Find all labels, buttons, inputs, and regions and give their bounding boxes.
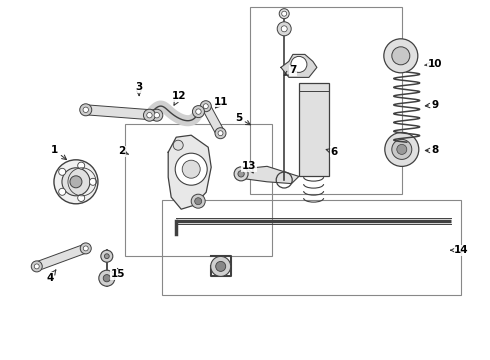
Text: 2: 2 [118,146,128,156]
Circle shape [173,140,183,150]
Text: 8: 8 [425,145,439,156]
Circle shape [54,160,98,204]
Circle shape [216,261,226,271]
Circle shape [182,160,200,178]
Circle shape [234,167,248,181]
Circle shape [101,250,113,262]
Text: 5: 5 [235,113,250,125]
Polygon shape [85,105,157,120]
Circle shape [90,178,97,185]
Circle shape [99,270,115,286]
Bar [250,7,402,194]
Circle shape [83,107,89,112]
Circle shape [151,109,163,121]
Bar [162,200,461,295]
Circle shape [34,264,39,269]
Circle shape [195,198,202,205]
Circle shape [215,128,226,139]
Circle shape [80,243,91,254]
Text: 6: 6 [326,147,338,157]
Circle shape [218,131,223,136]
Circle shape [104,254,109,258]
Circle shape [70,176,82,188]
Circle shape [193,105,204,118]
Bar [125,124,272,256]
Circle shape [154,113,160,118]
Circle shape [103,275,110,282]
Polygon shape [202,104,224,135]
Text: 14: 14 [451,245,469,255]
Circle shape [147,113,152,118]
Circle shape [78,162,85,169]
Circle shape [144,109,155,121]
Circle shape [282,11,287,16]
Text: 7: 7 [284,65,297,75]
Polygon shape [281,54,317,77]
Circle shape [175,153,207,185]
Polygon shape [168,135,211,209]
Text: 9: 9 [425,100,439,110]
Circle shape [200,101,211,112]
Polygon shape [240,166,299,184]
Circle shape [203,104,208,109]
Circle shape [62,168,90,196]
Circle shape [238,171,244,177]
Circle shape [397,144,407,154]
Text: 3: 3 [135,82,142,96]
Circle shape [59,168,66,175]
Text: 4: 4 [46,270,56,283]
Circle shape [31,261,42,272]
Circle shape [392,139,412,159]
Circle shape [279,9,289,19]
Text: 10: 10 [424,59,442,69]
Bar [298,83,329,176]
Text: 13: 13 [242,161,256,173]
Circle shape [59,188,66,195]
Circle shape [277,22,291,36]
Circle shape [78,194,85,202]
Circle shape [80,104,92,116]
Polygon shape [35,244,87,271]
Text: 1: 1 [51,145,67,159]
Circle shape [291,57,307,72]
Text: 12: 12 [172,91,186,105]
Circle shape [191,194,205,208]
Circle shape [196,109,201,114]
Circle shape [385,132,419,166]
Circle shape [83,246,88,251]
Text: 11: 11 [214,97,229,108]
Text: 15: 15 [110,269,125,279]
Circle shape [392,47,410,65]
Circle shape [384,39,418,73]
Circle shape [281,26,287,32]
Circle shape [211,256,231,276]
